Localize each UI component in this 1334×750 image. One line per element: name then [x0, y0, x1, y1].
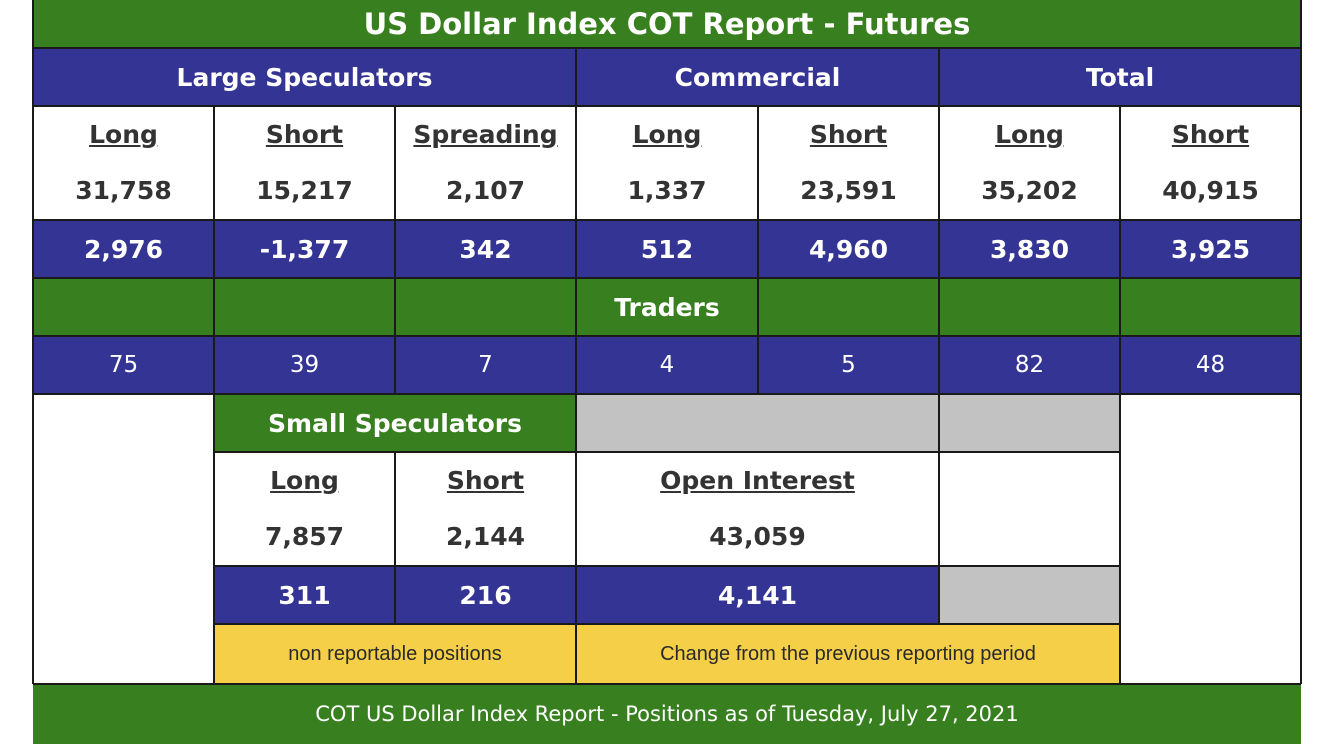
footer-text: COT US Dollar Index Report - Positions a…: [315, 702, 1019, 726]
change-cell: 342: [395, 220, 576, 278]
small-long-value: 7,857: [264, 522, 345, 551]
small-short-label: Short: [446, 466, 525, 495]
position-value: 35,202: [981, 176, 1078, 205]
group-commercial: Commercial: [576, 48, 939, 106]
change-cell: 4,960: [758, 220, 939, 278]
traders-cell: 5: [758, 336, 939, 394]
gray-filler: [576, 394, 939, 452]
traders-cell: 48: [1120, 336, 1301, 394]
position-value: 40,915: [1162, 176, 1259, 205]
grid-line: [1119, 106, 1121, 684]
small-short-value: 2,144: [445, 522, 526, 551]
position-cell: Short 23,591: [758, 106, 939, 220]
position-value: 15,217: [256, 176, 353, 205]
change-cell: 3,830: [939, 220, 1120, 278]
small-long-label: Long: [270, 466, 339, 495]
open-interest-value: 43,059: [709, 522, 806, 551]
report-title-text: US Dollar Index COT Report - Futures: [363, 7, 971, 41]
column-label: Short: [809, 120, 888, 149]
grid-line: [575, 48, 577, 684]
column-label: Long: [995, 120, 1064, 149]
legend-non-reportable: non reportable positions: [214, 624, 576, 684]
position-value: 2,107: [445, 176, 526, 205]
group-total-label: Total: [1085, 62, 1155, 92]
grid-line: [33, 335, 1301, 337]
grid-line: [214, 451, 1120, 453]
open-interest-change: 4,141: [576, 566, 939, 624]
column-label: Short: [1171, 120, 1250, 149]
group-total: Total: [939, 48, 1301, 106]
column-label: Spreading: [413, 120, 558, 149]
report-footer: COT US Dollar Index Report - Positions a…: [33, 684, 1301, 744]
position-value: 31,758: [75, 176, 172, 205]
change-cell: 2,976: [33, 220, 214, 278]
traders-cell: 4: [576, 336, 758, 394]
gray-filler: [939, 566, 1120, 624]
gray-filler: [939, 394, 1120, 452]
change-cell: 3,925: [1120, 220, 1301, 278]
position-cell: Long 31,758: [33, 106, 214, 220]
small-short-cell: Short 2,144: [395, 452, 576, 566]
grid-line: [33, 277, 1301, 279]
group-large-speculators-label: Large Speculators: [176, 62, 433, 92]
position-cell: Long 1,337: [576, 106, 758, 220]
small-long-change: 311: [214, 566, 395, 624]
column-label: Short: [265, 120, 344, 149]
position-cell: Short 15,217: [214, 106, 395, 220]
small-short-change: 216: [395, 566, 576, 624]
traders-cell: 39: [214, 336, 395, 394]
open-interest-label: Open Interest: [660, 466, 855, 495]
grid-line: [214, 623, 1120, 625]
small-long-cell: Long 7,857: [214, 452, 395, 566]
grid-line: [33, 219, 1301, 221]
column-label: Long: [632, 120, 702, 149]
traders-cell: 75: [33, 336, 214, 394]
grid-line: [394, 452, 396, 624]
grid-line: [938, 48, 940, 624]
group-large-speculators: Large Speculators: [33, 48, 576, 106]
grid-line: [394, 106, 396, 394]
grid-line: [33, 683, 1301, 685]
position-cell: Long 35,202: [939, 106, 1120, 220]
grid-line: [1300, 0, 1302, 684]
small-speculators-title: Small Speculators: [267, 408, 523, 438]
report-title: US Dollar Index COT Report - Futures: [33, 0, 1301, 48]
column-label: Long: [89, 120, 158, 149]
position-cell: Short 40,915: [1120, 106, 1301, 220]
grid-line: [214, 565, 1120, 567]
legend-change-note: Change from the previous reporting perio…: [576, 624, 1120, 684]
grid-line: [33, 47, 1301, 49]
traders-header-label: Traders: [614, 292, 720, 322]
change-cell: 512: [576, 220, 758, 278]
traders-cell: 7: [395, 336, 576, 394]
position-cell: Spreading 2,107: [395, 106, 576, 220]
small-speculators-header: Small Speculators: [214, 394, 576, 452]
traders-header: Traders: [33, 278, 1301, 336]
grid-line: [757, 106, 759, 394]
position-value: 23,591: [800, 176, 897, 205]
open-interest-cell: Open Interest 43,059: [576, 452, 939, 566]
grid-line: [33, 105, 1301, 107]
grid-line: [213, 106, 215, 684]
grid-line: [32, 0, 34, 684]
grid-line: [33, 393, 1301, 395]
position-value: 1,337: [627, 176, 707, 205]
change-cell: -1,377: [214, 220, 395, 278]
group-commercial-label: Commercial: [674, 62, 841, 92]
traders-cell: 82: [939, 336, 1120, 394]
